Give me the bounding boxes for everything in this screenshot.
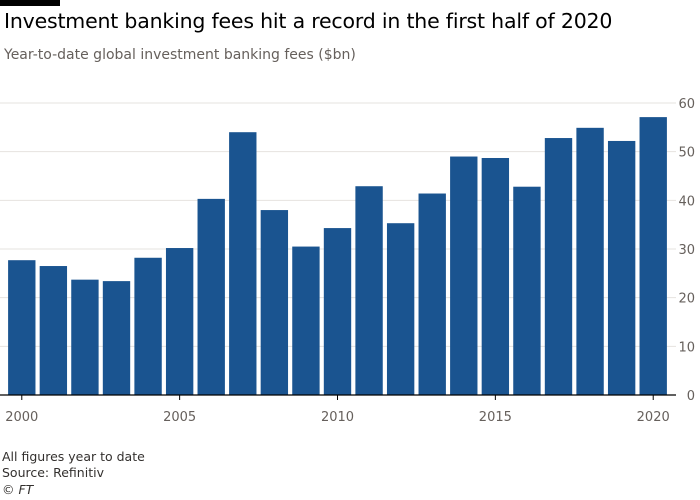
bar-2017 <box>544 138 573 395</box>
chart-title: Investment banking fees hit a record in … <box>4 9 613 33</box>
bar-2000 <box>8 260 36 395</box>
bar-2019 <box>607 140 636 395</box>
bar-2008 <box>260 210 289 395</box>
x-tick-label: 2005 <box>163 410 196 425</box>
x-tick-label: 2020 <box>637 410 670 425</box>
y-tick-label: 20 <box>678 292 695 307</box>
bar-2012 <box>386 223 415 395</box>
bar-2013 <box>418 193 446 395</box>
bar-2005 <box>165 248 194 395</box>
y-tick-label: 0 <box>687 389 695 404</box>
copyright-note: © FT <box>2 482 34 497</box>
bar-2002 <box>71 279 99 395</box>
bar-2004 <box>134 257 162 395</box>
bar-2016 <box>513 186 541 395</box>
bar-2003 <box>102 281 131 395</box>
x-tick-label: 2015 <box>479 410 512 425</box>
y-tick-label: 40 <box>678 194 695 209</box>
bar-2010 <box>323 228 352 395</box>
bar-2015 <box>481 157 510 395</box>
brand-bar <box>0 0 60 6</box>
x-tick-label: 2000 <box>5 410 38 425</box>
x-tick-label: 2010 <box>321 410 354 425</box>
bar-2001 <box>39 266 68 395</box>
y-tick-label: 60 <box>678 97 695 112</box>
chart-subtitle: Year-to-date global investment banking f… <box>4 47 356 63</box>
source-note: Source: Refinitiv <box>2 465 104 480</box>
y-tick-label: 10 <box>678 340 695 355</box>
y-tick-label: 30 <box>678 243 695 258</box>
bar-2006 <box>197 198 225 395</box>
bar-2020 <box>639 117 667 395</box>
y-tick-label: 50 <box>678 146 695 161</box>
bar-2011 <box>355 186 383 395</box>
bar-2007 <box>229 132 257 395</box>
bar-2009 <box>292 246 320 395</box>
bar-2018 <box>576 127 604 395</box>
bar-2014 <box>450 156 478 395</box>
bar-chart: 0 10 20 30 40 50 60 2000 2005 2010 2015 2020 <box>0 97 695 425</box>
footnote: All figures year to date <box>2 449 145 464</box>
